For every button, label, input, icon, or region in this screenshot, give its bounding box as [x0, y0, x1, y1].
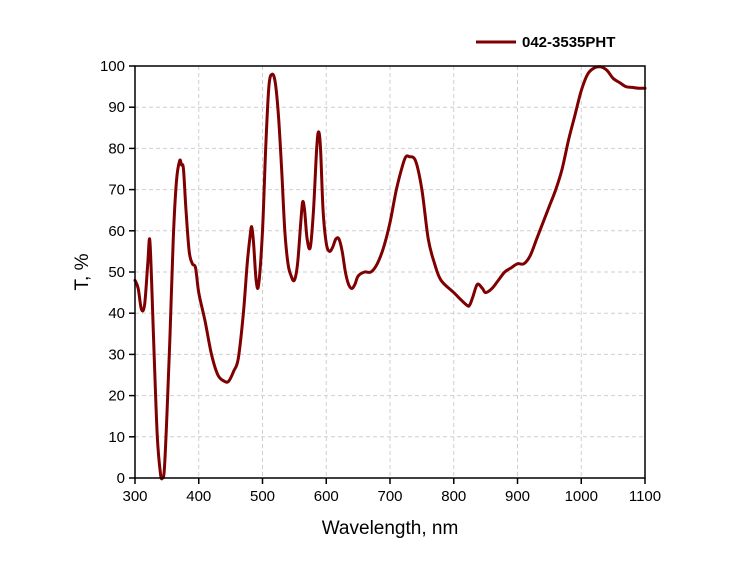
- x-axis: 300 400 500 600 700 800 900 1000 1100: [122, 478, 661, 505]
- grid: [135, 66, 645, 478]
- y-tick-label: 60: [108, 223, 125, 240]
- x-tick-label: 400: [186, 488, 211, 505]
- y-tick-label: 0: [117, 470, 125, 487]
- y-axis-title: T, %: [72, 253, 93, 290]
- x-tick-label: 800: [441, 488, 466, 505]
- x-axis-title: Wavelength, nm: [322, 518, 459, 539]
- y-tick-label: 10: [108, 429, 125, 446]
- y-tick-label: 40: [108, 305, 125, 322]
- series-line-042-3535PHT: [133, 65, 647, 481]
- y-axis: 0 10 20 30 40 50 60 70 80 90 100: [100, 58, 135, 487]
- legend: 042-3535PHT: [476, 34, 615, 51]
- y-tick-label: 70: [108, 182, 125, 199]
- series-layer: [133, 65, 647, 481]
- y-tick-label: 20: [108, 388, 125, 405]
- x-tick-label: 500: [250, 488, 275, 505]
- x-tick-label: 600: [314, 488, 339, 505]
- y-tick-label: 30: [108, 346, 125, 363]
- x-tick-label: 1100: [629, 488, 661, 505]
- x-tick-label: 700: [377, 488, 402, 505]
- y-tick-label: 100: [100, 58, 125, 75]
- y-tick-label: 90: [108, 99, 125, 116]
- x-tick-label: 300: [122, 488, 147, 505]
- legend-label: 042-3535PHT: [522, 34, 615, 51]
- y-tick-label: 50: [108, 264, 125, 281]
- x-tick-label: 900: [505, 488, 530, 505]
- x-tick-label: 1000: [565, 488, 598, 505]
- y-tick-label: 80: [108, 140, 125, 157]
